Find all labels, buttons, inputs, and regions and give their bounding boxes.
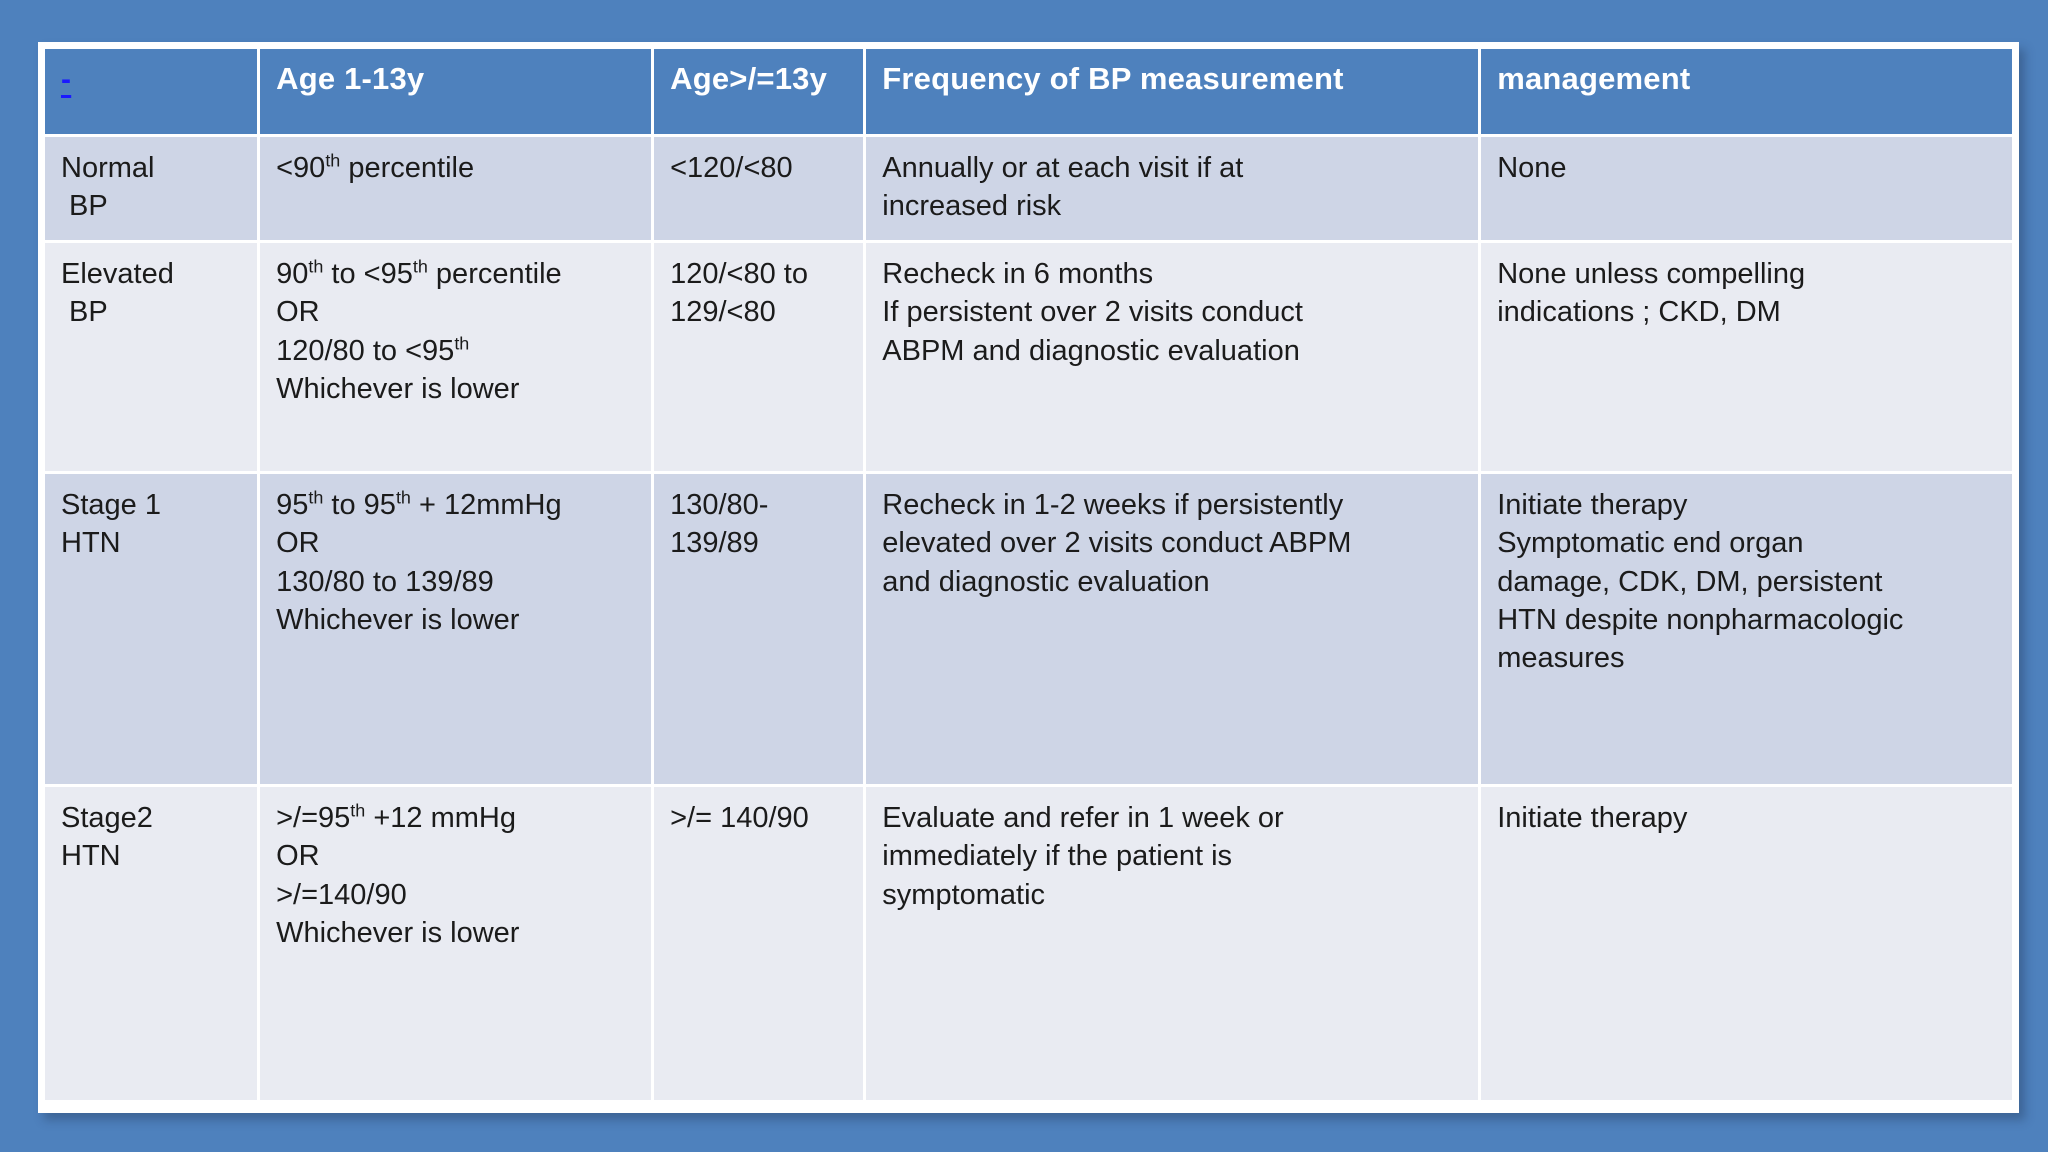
cell-category: Elevated BP: [45, 243, 258, 471]
row-elevated-bp: Elevated BP 90th to <95th percentile OR 12…: [45, 243, 2012, 471]
header-cell-frequency: Frequency of BP measurement: [866, 49, 1479, 134]
cell-frequency: Evaluate and refer in 1 week or immediate…: [866, 787, 1479, 1100]
header-cell-age-1-13y: Age 1-13y: [260, 49, 652, 134]
cell-age-1-13y: <90th percentile: [260, 137, 652, 240]
bp-classification-table-container: - Age 1-13y Age>/=13y Frequency of BP me…: [38, 42, 2019, 1113]
cell-frequency: Recheck in 1-2 weeks if persistently elev…: [866, 474, 1479, 784]
header-cell-management: management: [1481, 49, 2012, 134]
header-dash-link[interactable]: -: [61, 63, 72, 96]
cell-category: Stage2 HTN: [45, 787, 258, 1100]
cell-frequency: Annually or at each visit if at increased…: [866, 137, 1479, 240]
cell-management: Initiate therapy Symptomatic end organ dam…: [1481, 474, 2012, 784]
cell-age-ge-13y: <120/<80: [654, 137, 864, 240]
bp-classification-table: - Age 1-13y Age>/=13y Frequency of BP me…: [42, 46, 2015, 1103]
row-normal-bp: Normal BP <90th percentile <120/<80 Annu…: [45, 137, 2012, 240]
header-cell-category: -: [45, 49, 258, 134]
cell-age-ge-13y: 120/<80 to 129/<80: [654, 243, 864, 471]
cell-frequency: Recheck in 6 months If persistent over 2 …: [866, 243, 1479, 471]
cell-management: Initiate therapy: [1481, 787, 2012, 1100]
row-stage-1-htn: Stage 1 HTN 95th to 95th + 12mmHg OR 130/80…: [45, 474, 2012, 784]
row-stage-2-htn: Stage2 HTN >/=95th +12 mmHg OR >/=140/90 Whi…: [45, 787, 2012, 1100]
header-cell-age-ge-13y: Age>/=13y: [654, 49, 864, 134]
cell-age-ge-13y: 130/80- 139/89: [654, 474, 864, 784]
cell-age-ge-13y: >/= 140/90: [654, 787, 864, 1100]
cell-management: None: [1481, 137, 2012, 240]
cell-category: Normal BP: [45, 137, 258, 240]
cell-age-1-13y: >/=95th +12 mmHg OR >/=140/90 Whichever is …: [260, 787, 652, 1100]
cell-age-1-13y: 90th to <95th percentile OR 120/80 to <95t…: [260, 243, 652, 471]
cell-category: Stage 1 HTN: [45, 474, 258, 784]
cell-management: None unless compelling indications ; CKD,…: [1481, 243, 2012, 471]
header-row: - Age 1-13y Age>/=13y Frequency of BP me…: [45, 49, 2012, 134]
cell-age-1-13y: 95th to 95th + 12mmHg OR 130/80 to 139/89 W…: [260, 474, 652, 784]
